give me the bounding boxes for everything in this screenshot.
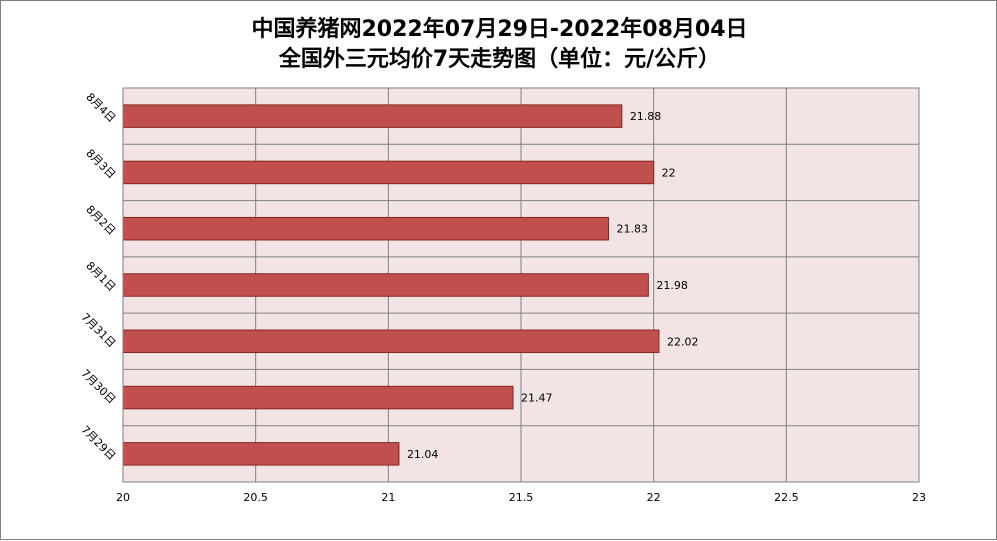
data-label: 21.47 (521, 392, 553, 405)
bar-6 (122, 160, 655, 185)
y-tick-label: 8月4日 (83, 90, 118, 125)
data-label: 21.98 (656, 279, 688, 292)
bar-4 (122, 273, 649, 297)
chart-title: 中国养猪网2022年07月29日-2022年08月04日 (251, 17, 748, 42)
data-label: 21.88 (630, 110, 662, 123)
bar-1 (122, 442, 400, 466)
x-tick-label: 21 (381, 491, 395, 504)
x-tick-label: 22.5 (774, 491, 799, 504)
y-tick-label: 7月29日 (78, 423, 118, 463)
bar-5 (122, 216, 610, 241)
chart-subtitle: 全国外三元均价7天走势图（单位：元/公斤） (278, 47, 721, 72)
x-tick-label: 20.5 (243, 491, 268, 504)
bar-7 (122, 104, 623, 128)
bar-3 (122, 329, 660, 354)
y-tick-label: 7月31日 (78, 311, 118, 351)
plot-border (122, 87, 920, 483)
data-label: 22.02 (667, 335, 699, 348)
bar-2 (122, 385, 514, 410)
y-tick-label: 8月2日 (83, 203, 118, 238)
y-tick-label: 8月1日 (83, 259, 118, 294)
data-label: 22 (662, 166, 676, 179)
y-tick-label: 8月3日 (83, 147, 118, 182)
x-tick-label: 21.5 (509, 491, 534, 504)
y-tick-label: 7月30日 (78, 367, 118, 407)
data-label: 21.04 (407, 448, 439, 461)
x-tick-label: 20 (116, 491, 130, 504)
x-tick-label: 22 (647, 491, 661, 504)
x-tick-label: 23 (912, 491, 926, 504)
data-label: 21.83 (617, 223, 649, 236)
